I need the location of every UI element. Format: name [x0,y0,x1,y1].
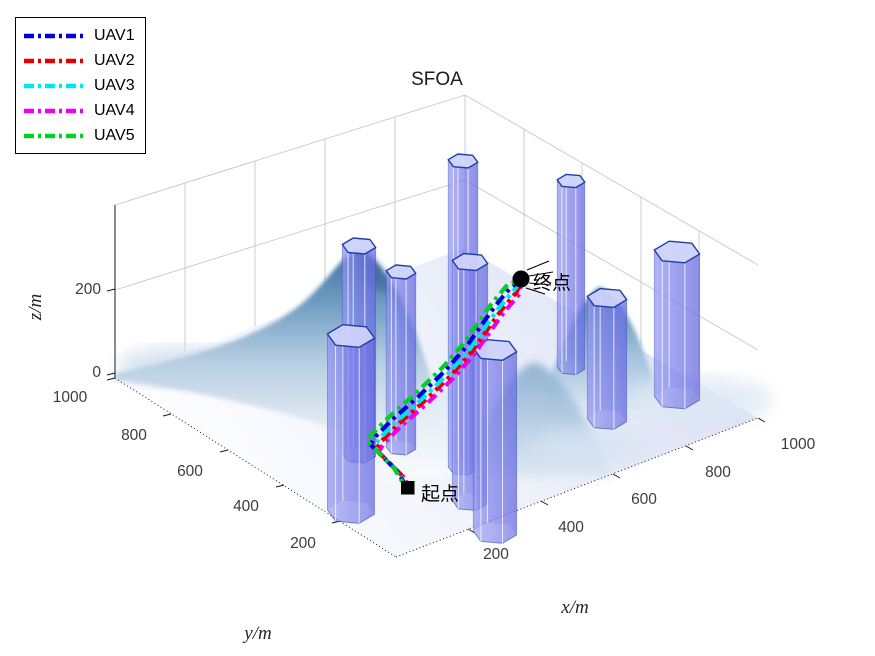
pillar-front-face [586,295,628,430]
legend-item-label: UAV4 [94,101,135,119]
y-tick-mark [106,377,116,381]
legend-item-label: UAV1 [94,26,135,44]
pillar-top-face [586,287,628,309]
pillar-top-face [341,237,377,255]
legend-line-sample [24,83,84,88]
end-point-marker [512,270,530,288]
y-axis-label: y/m [242,623,271,644]
legend-item-uav4: UAV4 [24,98,135,123]
x-tick-label: 400 [558,519,584,536]
z-tick-label: 0 [92,364,101,381]
y-tick-label: 600 [177,463,203,480]
y-tick-mark [275,484,285,488]
end-point-whiskers [525,260,554,295]
y-tick-mark [219,449,229,453]
z-tick-mark [106,372,116,376]
x-tick-label: 1000 [781,436,816,453]
y-axis-line [114,377,397,558]
pillar-P4 [385,264,417,456]
pillar-top-face [447,153,479,169]
pillar-P8 [586,287,628,430]
legend-item-uav2: UAV2 [24,48,135,73]
pillar-base-edge [586,418,627,430]
legend-box: UAV1 UAV2 UAV3 UAV4 UAV5 [15,17,146,154]
start-point-marker [401,481,415,495]
legend-item-label: UAV2 [94,51,135,69]
legend-item-label: UAV3 [94,76,135,94]
path-markers: 终点 起点 [401,260,571,505]
pillar-top-face [556,173,586,189]
pillar-base-edge [472,530,517,544]
pillar-front-face [472,346,518,544]
legend-line-sample [24,108,84,113]
terrain-mound-front-right [530,428,650,468]
legend-line-sample [24,133,84,138]
x-tick-mark [685,445,694,451]
legend-line-sample [24,33,84,38]
z-axis-label: z/m [25,294,46,321]
start-point-label: 起点 [421,483,459,505]
pillar-P2 [556,173,586,376]
x-tick-mark [540,500,549,506]
z-tick-mark [106,288,116,292]
wall-gridline-z200-right [464,179,759,351]
pillar-top-face [451,252,489,272]
box-top-edge-left [114,94,466,206]
pillar-front-face [385,269,417,456]
legend-line-sample [24,58,84,63]
box-top-edge-right [464,94,759,266]
wall-gridline-z200-left [114,179,466,291]
pillar-base-edge [653,395,700,410]
pillar-base-edge [327,509,375,524]
legend-item-uav3: UAV3 [24,73,135,98]
uav-trajectories [364,278,524,496]
obstacle-pillars [326,153,701,544]
legend-item-label: UAV5 [94,126,135,144]
x-tick-label: 600 [631,491,657,508]
trajectory-UAV5 [364,278,522,485]
legend-item-uav1: UAV1 [24,23,135,48]
trajectory-UAV3 [370,279,523,491]
y-tick-label: 800 [121,427,147,444]
pillar-base-edge [556,366,586,376]
x-tick-label: 800 [705,464,731,481]
end-point-label: 终点 [533,272,571,294]
pillar-top-face [653,240,701,264]
pillar-front-face [326,332,376,524]
y-tick-label: 200 [290,535,316,552]
pillar-top-face [385,264,417,280]
x-tick-mark [467,528,476,534]
chart-title: SFOA [411,69,463,90]
pillar-base-edge [385,446,417,456]
pillar-P6 [326,324,376,524]
y-tick-mark [162,413,172,417]
x-tick-mark [757,417,766,423]
y-tick-label: 400 [233,498,259,515]
z-tick-label: 200 [75,281,101,298]
trajectory-UAV1 [367,279,523,488]
y-tick-label: 1000 [53,389,88,406]
pillar-P7 [472,339,518,544]
pillar-top-face [326,324,376,348]
pillar-front-face [653,248,701,410]
pillar-P5 [451,252,489,511]
pillar-P9 [653,240,701,410]
x-tick-mark [612,473,621,479]
x-tick-label: 200 [483,546,509,563]
trajectory-UAV4 [375,280,524,496]
x-axis-label: x/m [560,597,588,618]
trajectory-UAV2 [373,280,523,493]
legend-item-uav5: UAV5 [24,123,135,148]
